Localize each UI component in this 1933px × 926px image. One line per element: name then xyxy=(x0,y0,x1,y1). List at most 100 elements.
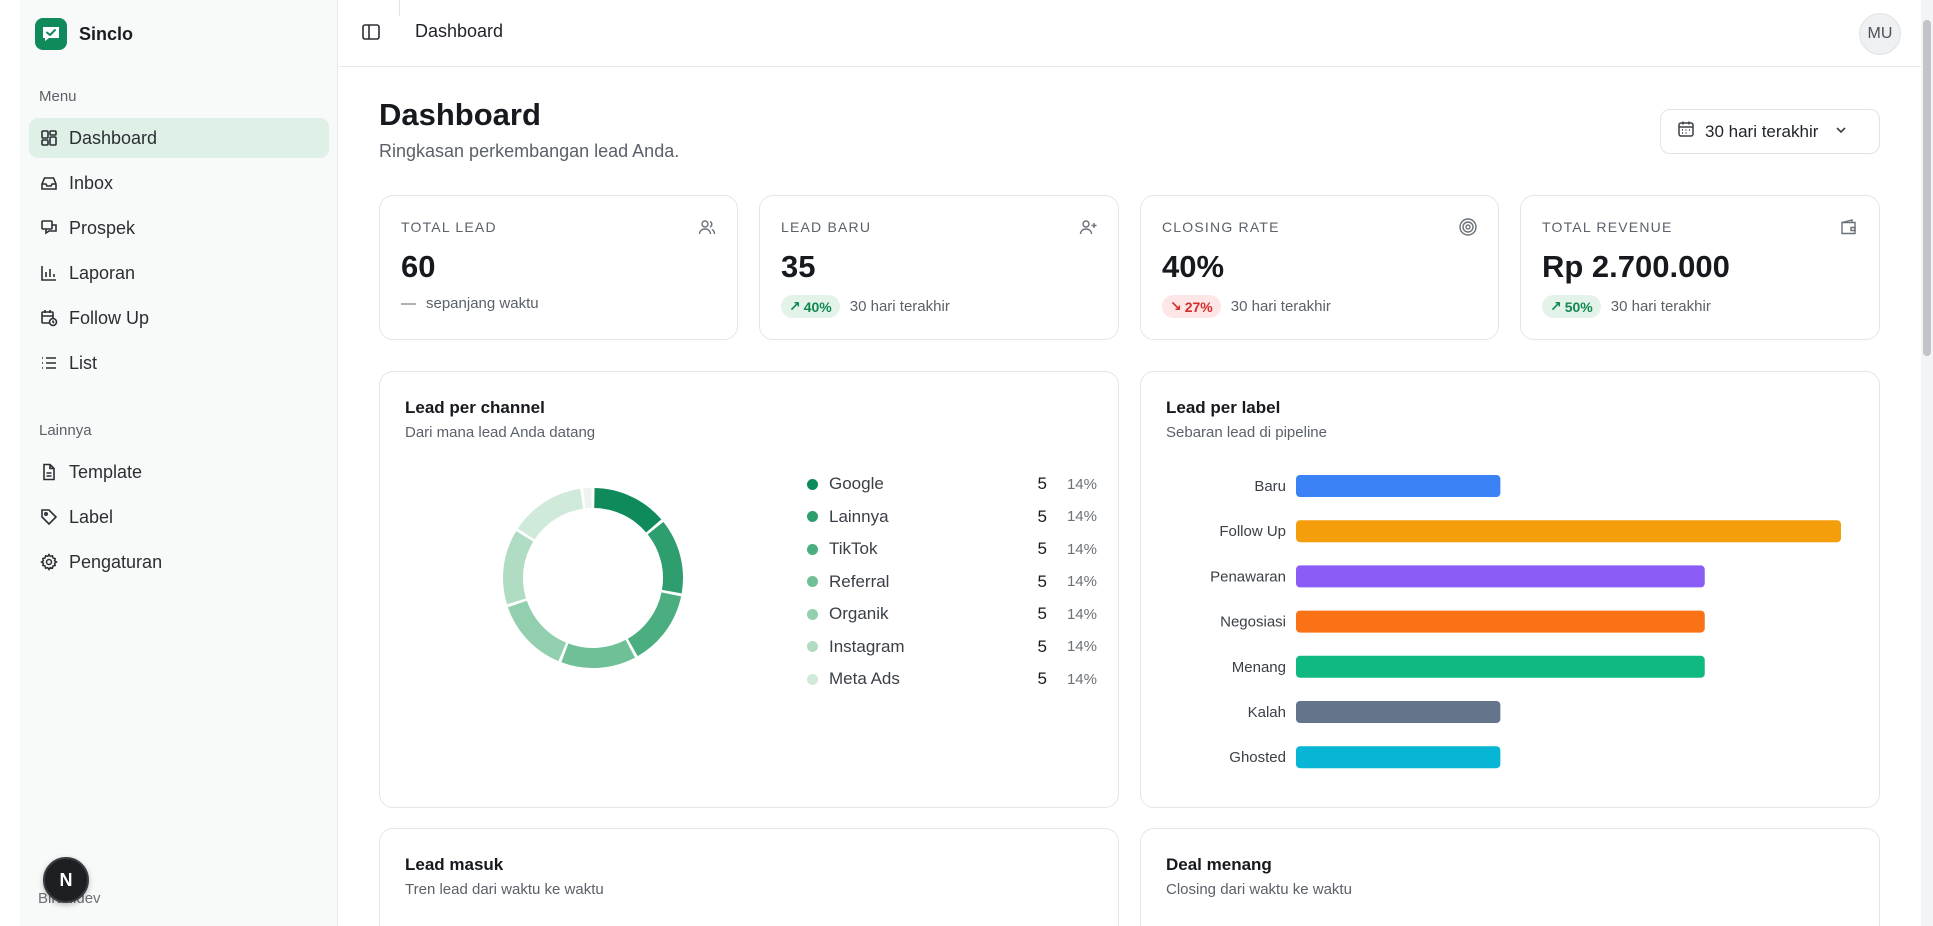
sidebar-item-laporan[interactable]: Laporan xyxy=(29,253,329,293)
bar-label: Menang xyxy=(1232,659,1286,676)
change-badge-up: ↗ 50% xyxy=(1542,295,1601,318)
dashboard-icon xyxy=(39,128,59,148)
legend-count: 5 xyxy=(1037,669,1047,689)
dev-tools-badge[interactable]: N xyxy=(43,857,89,903)
label-bar-chart: Baru Follow Up Penawaran Negosiasi Menang Kal… xyxy=(1210,475,1841,769)
bar-penawaran[interactable] xyxy=(1296,565,1705,588)
sidebar-toggle-icon[interactable] xyxy=(361,22,383,44)
brand-name: Sinclo xyxy=(79,23,134,44)
sidebar-item-label: Pengaturan xyxy=(69,551,163,572)
scrollbar-thumb[interactable] xyxy=(1923,20,1931,356)
legend-dot xyxy=(807,543,818,555)
chevron-down-icon xyxy=(1834,122,1848,142)
stat-card-lead-baru: LEAD BARU 35 ↗ 40% 30 hari terakhir xyxy=(759,195,1119,340)
stat-label: LEAD BARU xyxy=(781,219,872,235)
page-subtitle: Ringkasan perkembangan lead Anda. xyxy=(379,141,680,161)
bar-kalah[interactable] xyxy=(1296,701,1501,723)
user-plus-icon xyxy=(1078,217,1098,237)
sidebar-item-label: Dashboard xyxy=(69,127,158,148)
card-subtitle: Closing dari waktu ke waktu xyxy=(1166,881,1352,898)
bar-label: Penawaran xyxy=(1210,568,1286,585)
card-title: Lead masuk xyxy=(405,855,504,874)
left-gutter xyxy=(0,0,20,926)
stat-footer: — sepanjang waktu xyxy=(401,295,539,312)
calendar-icon xyxy=(1677,120,1695,143)
legend-percent: 14% xyxy=(1066,670,1097,688)
card-title: Lead per channel xyxy=(405,398,545,417)
legend-label: TikTok xyxy=(829,539,878,559)
sidebar-item-dashboard[interactable]: Dashboard xyxy=(29,118,329,158)
bar-label: Baru xyxy=(1254,478,1286,495)
bar-ghosted[interactable] xyxy=(1296,746,1501,769)
channel-donut-chart xyxy=(503,488,683,668)
bar-negosiasi[interactable] xyxy=(1296,610,1705,633)
stat-value: Rp 2.700.000 xyxy=(1542,249,1730,284)
legend-dot xyxy=(807,608,818,620)
stat-label: TOTAL REVENUE xyxy=(1542,219,1673,235)
inbox-icon xyxy=(39,173,59,193)
sidebar-item-label: Inbox xyxy=(69,172,114,193)
legend-dot xyxy=(807,673,818,685)
sidebar-item-label-nav[interactable]: Label xyxy=(29,497,329,537)
sidebar-item-inbox[interactable]: Inbox xyxy=(29,163,329,203)
sidebar-item-prospek[interactable]: Prospek xyxy=(29,208,329,248)
stat-value: 60 xyxy=(401,249,436,284)
sidebar-item-list[interactable]: List xyxy=(29,343,329,383)
sidebar-item-label: Follow Up xyxy=(69,307,150,328)
donut-slice-instagram[interactable] xyxy=(503,531,534,605)
legend-item: Google 5 14% xyxy=(807,468,1097,501)
date-range-select[interactable]: 30 hari terakhir xyxy=(1660,109,1880,154)
change-value: 27% xyxy=(1184,298,1213,315)
sidebar-item-follow-up[interactable]: Follow Up xyxy=(29,298,329,338)
topbar: Dashboard MU xyxy=(339,0,1921,67)
sidebar-item-label: Template xyxy=(69,461,143,482)
stat-label: TOTAL LEAD xyxy=(401,219,497,235)
legend-percent: 14% xyxy=(1066,638,1097,656)
legend-dot xyxy=(807,641,818,653)
sidebar-item-label: Prospek xyxy=(69,217,136,238)
calendar-clock-icon xyxy=(39,308,59,328)
donut-slice-tiktok[interactable] xyxy=(627,592,682,657)
donut-slice-google[interactable] xyxy=(594,488,662,533)
date-range-label: 30 hari terakhir xyxy=(1705,121,1819,141)
donut-slice-referral[interactable] xyxy=(561,639,635,668)
legend-count: 5 xyxy=(1037,636,1047,656)
donut-slice-remainder xyxy=(583,488,592,509)
stat-footer: ↘ 27% 30 hari terakhir xyxy=(1162,295,1331,318)
legend-label: Referral xyxy=(829,571,890,591)
sidebar-item-pengaturan[interactable]: Pengaturan xyxy=(29,542,329,582)
arrow-up-right-icon: ↗ xyxy=(789,298,801,314)
bar-label: Follow Up xyxy=(1219,523,1286,540)
legend-count: 5 xyxy=(1037,604,1047,624)
legend-percent: 14% xyxy=(1066,508,1097,526)
scrollbar[interactable] xyxy=(1921,0,1933,926)
bar-label: Kalah xyxy=(1248,704,1286,721)
legend-percent: 14% xyxy=(1066,475,1097,493)
legend-label: Lainnya xyxy=(829,506,889,526)
donut-slice-lainnya[interactable] xyxy=(647,521,683,594)
bar-menang[interactable] xyxy=(1296,655,1705,678)
stat-footer-text: 30 hari terakhir xyxy=(1610,298,1711,315)
legend-item: Organik 5 14% xyxy=(807,598,1097,631)
arrow-down-right-icon: ↘ xyxy=(1170,298,1182,314)
sidebar-item-label: Label xyxy=(69,506,114,527)
card-subtitle: Dari mana lead Anda datang xyxy=(405,424,596,441)
legend-dot xyxy=(807,511,818,523)
bar-baru[interactable] xyxy=(1296,475,1501,497)
legend-count: 5 xyxy=(1037,571,1047,591)
legend-percent: 14% xyxy=(1066,605,1097,623)
bar-follow-up[interactable] xyxy=(1296,520,1841,543)
topbar-divider xyxy=(399,0,400,16)
donut-slice-organik[interactable] xyxy=(507,600,567,662)
card-title: Lead per label xyxy=(1166,398,1281,417)
avatar[interactable]: MU xyxy=(1859,13,1901,55)
breadcrumb: Dashboard xyxy=(415,21,504,41)
card-subtitle: Tren lead dari waktu ke waktu xyxy=(405,881,604,898)
sidebar-item-template[interactable]: Template xyxy=(29,452,329,492)
brand[interactable]: Sinclo xyxy=(35,18,133,50)
deal-won-card: Deal menang Closing dari waktu ke waktu xyxy=(1140,828,1880,926)
change-badge-down: ↘ 27% xyxy=(1162,295,1221,318)
arrow-up-right-icon: ↗ xyxy=(1550,298,1562,314)
donut-slice-meta-ads[interactable] xyxy=(517,488,584,540)
tag-icon xyxy=(39,507,59,527)
